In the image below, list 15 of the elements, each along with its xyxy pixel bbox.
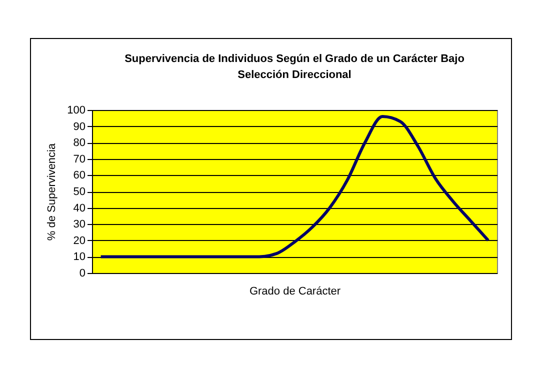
y-tick-label: 50	[73, 186, 86, 198]
y-tick-label: 100	[67, 104, 86, 116]
x-axis-title: Grado de Carácter	[249, 286, 341, 298]
chart-title: Supervivencia de Individuos Según el Grado de un Carácter Bajo Selección Direccional	[124, 53, 465, 81]
line-series	[99, 115, 490, 258]
y-tick-label: 70	[73, 153, 86, 166]
y-tick-label: 80	[73, 137, 86, 150]
y-tick-label: 40	[73, 202, 86, 214]
y-tick-label: 30	[73, 218, 86, 231]
y-tick-label: 0	[79, 268, 86, 280]
y-tick-label: 10	[73, 251, 86, 264]
y-tick-label: 90	[73, 120, 86, 133]
y-tick-label: 20	[73, 234, 86, 247]
y-axis-title: % de Supervivencia	[46, 142, 58, 241]
y-tick-label: 60	[73, 170, 86, 182]
